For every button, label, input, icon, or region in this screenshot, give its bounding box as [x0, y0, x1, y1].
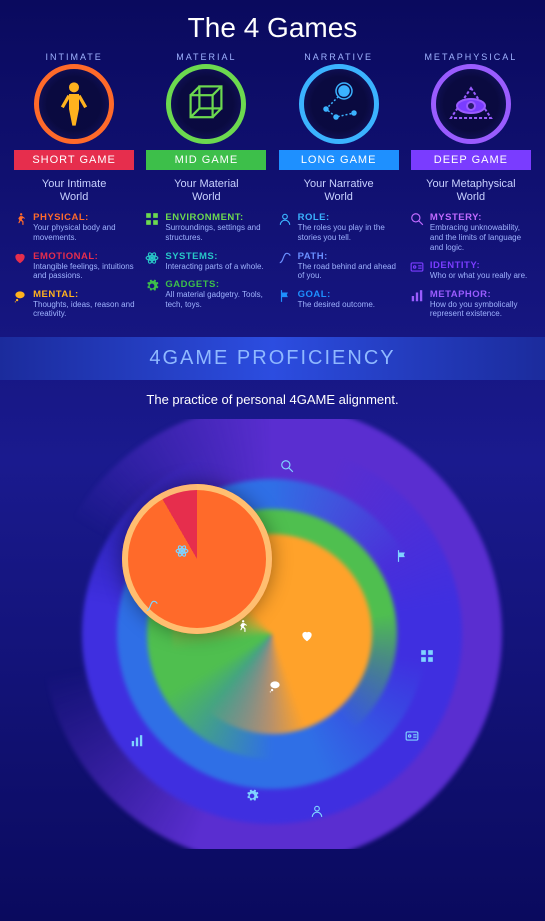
aspect-item: IDENTITY: Who or what you really are. — [410, 260, 532, 281]
game-ring — [431, 64, 511, 144]
game-column: INTIMATE SHORT GAME Your IntimateWorld P… — [10, 52, 138, 327]
game-band: SHORT GAME — [14, 150, 134, 170]
aspect-label: ENVIRONMENT: — [165, 212, 267, 223]
id-icon — [410, 260, 424, 274]
arc-label: INTIMATE — [45, 52, 102, 62]
game-band: DEEP GAME — [411, 150, 531, 170]
game-ring — [299, 64, 379, 144]
lens-icon — [410, 212, 424, 226]
aspect-desc: Your physical body and movements. — [33, 223, 135, 242]
vortex-diagram — [0, 419, 545, 849]
lens-icon — [280, 459, 294, 476]
path-icon — [145, 599, 159, 616]
game-ring — [34, 64, 114, 144]
aspects-list: MYSTERY: Embracing unknowability, and th… — [410, 212, 532, 327]
game-column: MATERIAL MID GAME Your MaterialWorld ENV… — [142, 52, 270, 327]
game-column: NARRATIVE LONG GAME Your NarrativeWorld … — [275, 52, 403, 327]
flag-icon — [278, 289, 292, 303]
aspect-label: GOAL: — [298, 289, 400, 300]
atom-icon — [175, 544, 189, 561]
aspect-desc: Intangible feelings, intuitions and pass… — [33, 262, 135, 281]
aspect-item: SYSTEMS: Interacting parts of a whole. — [145, 251, 267, 272]
aspect-label: IDENTITY: — [430, 260, 532, 271]
id-icon — [405, 729, 419, 746]
running-icon — [13, 212, 27, 226]
aspect-desc: The road behind and ahead of you. — [298, 262, 400, 281]
aspect-desc: All material gadgetry. Tools, tech, toys… — [165, 290, 267, 309]
aspect-item: PHYSICAL: Your physical body and movemen… — [13, 212, 135, 242]
aspect-desc: Embracing unknowability, and the limits … — [430, 223, 532, 252]
aspect-label: ROLE: — [298, 212, 400, 223]
path-icon — [278, 251, 292, 265]
metaphor-icon — [130, 734, 144, 751]
world-label: Your MetaphysicalWorld — [426, 178, 515, 204]
thought-icon — [13, 289, 27, 303]
proficiency-subtitle: The practice of personal 4GAME alignment… — [0, 380, 545, 419]
thought-icon — [268, 679, 282, 696]
atom-icon — [145, 251, 159, 265]
game-ring — [166, 64, 246, 144]
aspect-label: PHYSICAL: — [33, 212, 135, 223]
aspect-item: PATH: The road behind and ahead of you. — [278, 251, 400, 281]
aspect-desc: How do you symbolically represent existe… — [430, 300, 532, 319]
aspect-item: EMOTIONAL: Intangible feelings, intuitio… — [13, 251, 135, 281]
aspect-item: ROLE: The roles you play in the stories … — [278, 212, 400, 242]
aspect-label: METAPHOR: — [430, 289, 532, 300]
grid-icon — [145, 212, 159, 226]
aspect-item: ENVIRONMENT: Surroundings, settings and … — [145, 212, 267, 242]
aspect-item: MYSTERY: Embracing unknowability, and th… — [410, 212, 532, 252]
game-band: LONG GAME — [279, 150, 399, 170]
aspect-item: GOAL: The desired outcome. — [278, 289, 400, 310]
page-title: The 4 Games — [0, 0, 545, 52]
aspect-label: PATH: — [298, 251, 400, 262]
aspect-label: EMOTIONAL: — [33, 251, 135, 262]
world-label: Your NarrativeWorld — [304, 178, 374, 204]
proficiency-title-band: 4GAME PROFICIENCY — [0, 337, 545, 380]
aspect-desc: The desired outcome. — [298, 300, 400, 310]
aspect-desc: The roles you play in the stories you te… — [298, 223, 400, 242]
games-row: INTIMATE SHORT GAME Your IntimateWorld P… — [0, 52, 545, 327]
role-icon — [310, 804, 324, 821]
role-icon — [278, 212, 292, 226]
aspect-desc: Interacting parts of a whole. — [165, 262, 267, 272]
aspect-item: METAPHOR: How do you symbolically repres… — [410, 289, 532, 319]
flag-icon — [395, 549, 409, 566]
arc-label: MATERIAL — [176, 52, 236, 62]
heart-icon — [300, 629, 314, 646]
world-label: Your IntimateWorld — [42, 178, 106, 204]
aspect-label: MENTAL: — [33, 289, 135, 300]
running-icon — [235, 619, 249, 636]
metaphor-icon — [410, 289, 424, 303]
arc-label: NARRATIVE — [304, 52, 373, 62]
aspect-desc: Thoughts, ideas, reason and creativity. — [33, 300, 135, 319]
aspect-label: MYSTERY: — [430, 212, 532, 223]
grid-icon — [420, 649, 434, 666]
aspects-list: ENVIRONMENT: Surroundings, settings and … — [145, 212, 267, 317]
aspect-item: GADGETS: All material gadgetry. Tools, t… — [145, 279, 267, 309]
arc-label: METAPHYSICAL — [424, 52, 517, 62]
aspect-label: GADGETS: — [165, 279, 267, 290]
heart-icon — [13, 251, 27, 265]
aspects-list: PHYSICAL: Your physical body and movemen… — [13, 212, 135, 327]
game-band: MID GAME — [146, 150, 266, 170]
aspect-label: SYSTEMS: — [165, 251, 267, 262]
game-column: METAPHYSICAL DEEP GAME Your Metaphysical… — [407, 52, 535, 327]
gear-icon — [245, 789, 259, 806]
gear-icon — [145, 279, 159, 293]
aspect-desc: Who or what you really are. — [430, 271, 532, 281]
aspect-desc: Surroundings, settings and structures. — [165, 223, 267, 242]
aspect-item: MENTAL: Thoughts, ideas, reason and crea… — [13, 289, 135, 319]
aspects-list: ROLE: The roles you play in the stories … — [278, 212, 400, 317]
world-label: Your MaterialWorld — [174, 178, 238, 204]
